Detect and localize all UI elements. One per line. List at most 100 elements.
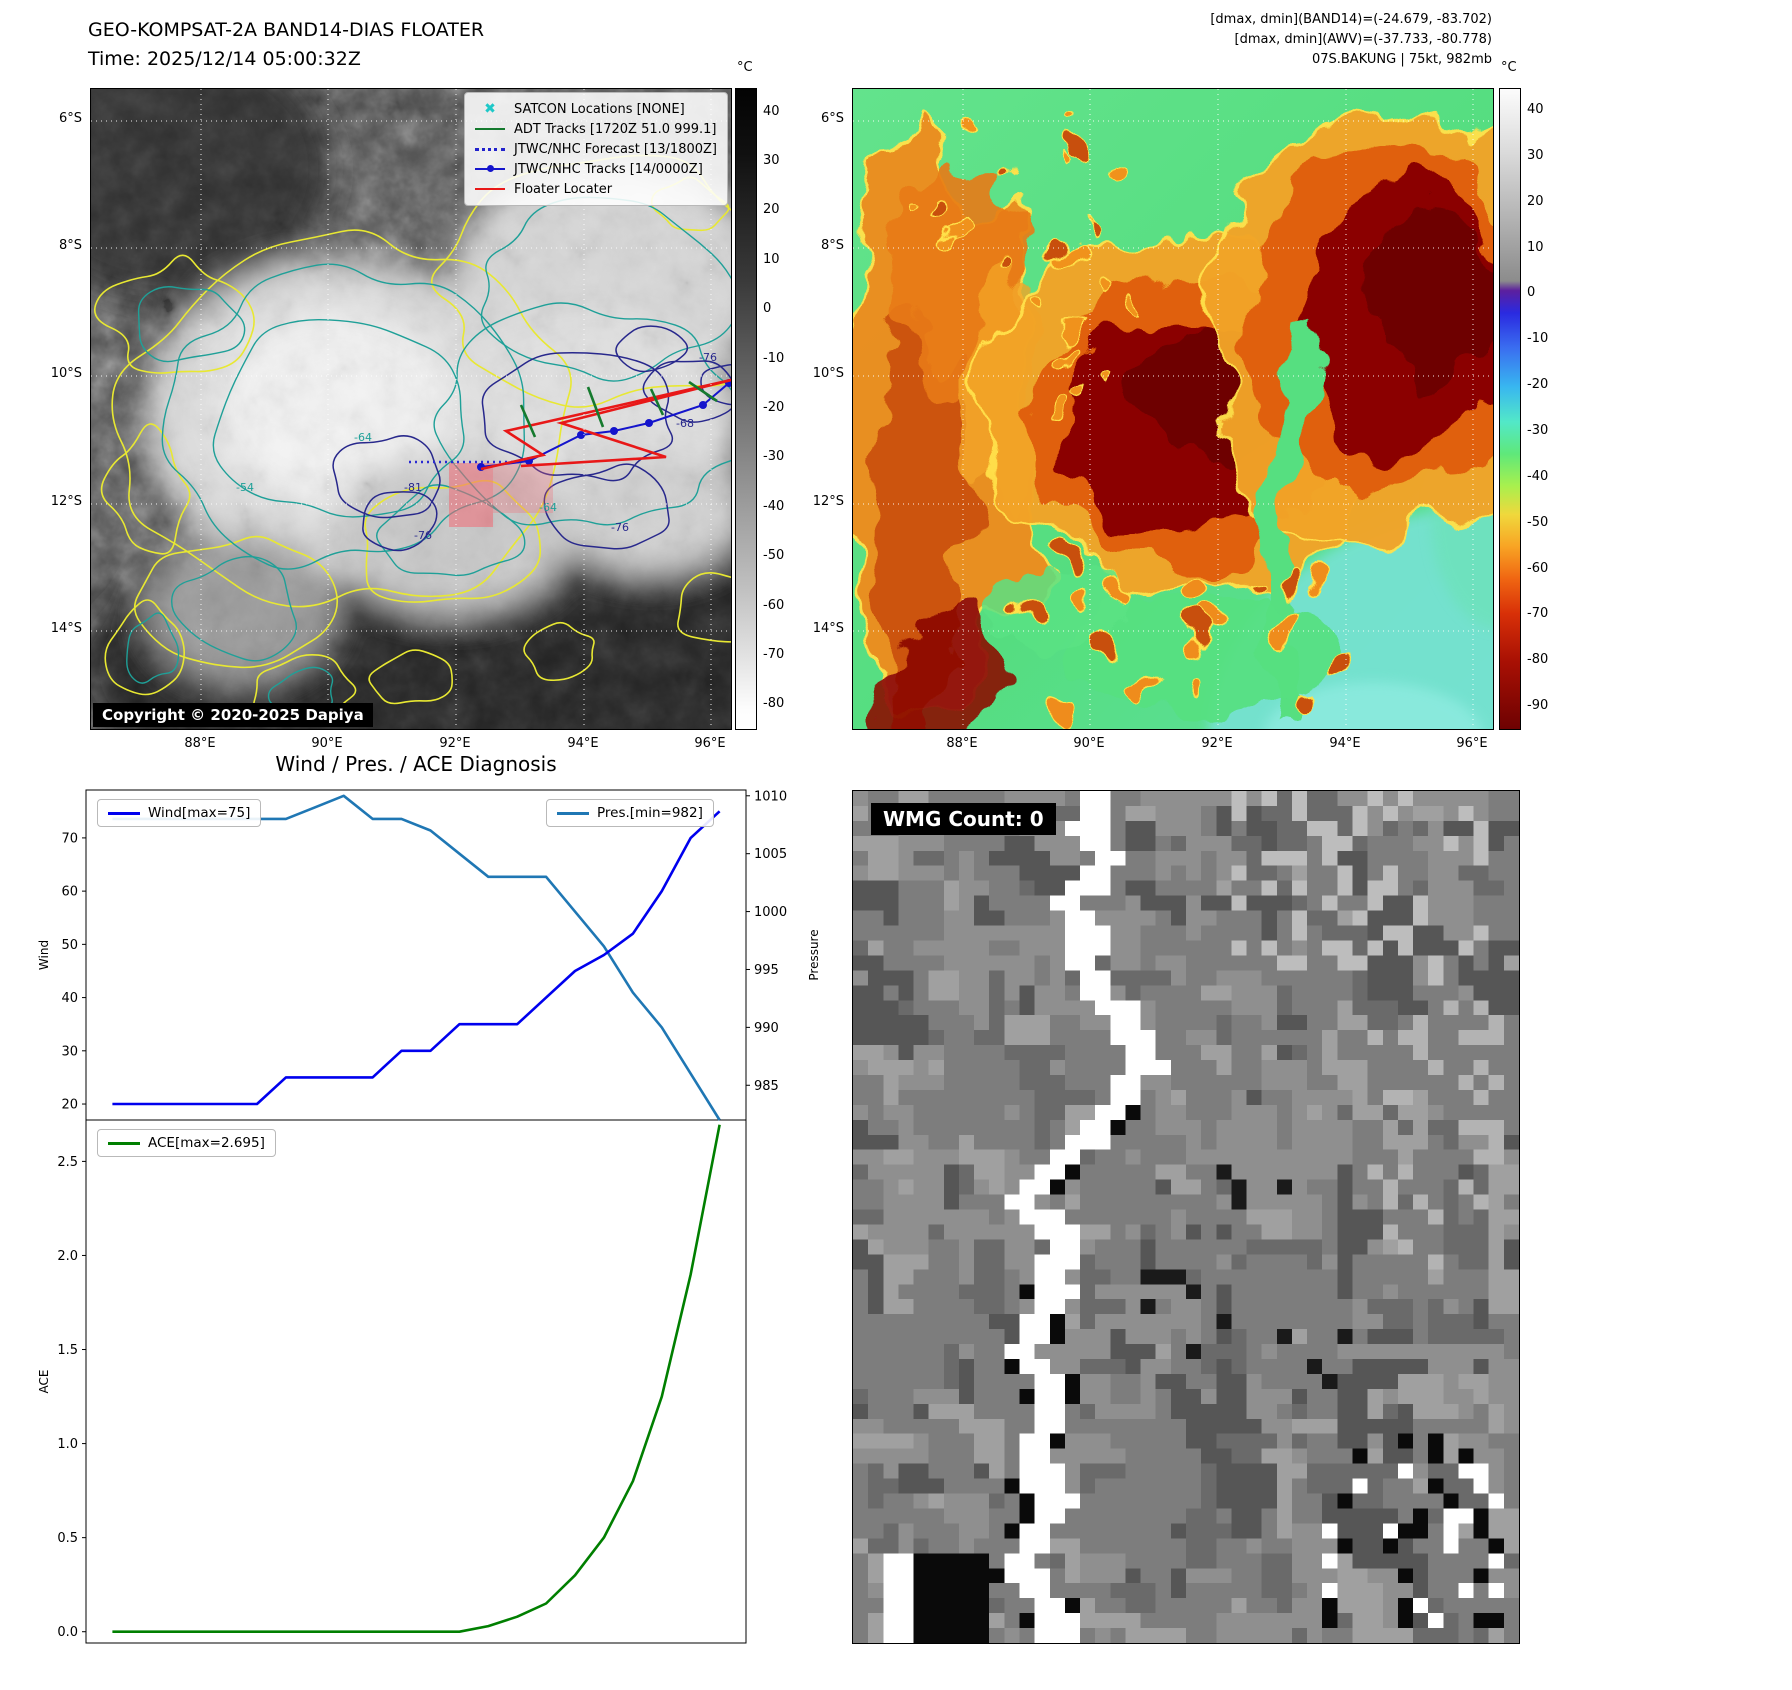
svg-text:1000: 1000 xyxy=(754,905,787,920)
svg-text:-76: -76 xyxy=(414,529,432,542)
svg-text:1.0: 1.0 xyxy=(57,1437,78,1452)
awv-colorbar xyxy=(1499,88,1521,730)
latlon-grid xyxy=(853,89,1493,729)
svg-text:20: 20 xyxy=(61,1098,78,1113)
svg-text:-76: -76 xyxy=(611,521,629,534)
colorbar-tick-label: -40 xyxy=(1527,468,1549,484)
forecast-dotted-line-icon xyxy=(475,147,505,151)
svg-text:0.0: 0.0 xyxy=(57,1625,78,1640)
map-legend: ✖ SATCON Locations [NONE] ADT Tracks [17… xyxy=(464,92,728,206)
lat-tick-label: 10°S xyxy=(50,366,82,381)
svg-text:Wind: Wind xyxy=(37,940,51,970)
header-annotations: [dmax, dmin](BAND14)=(-24.679, -83.702) … xyxy=(1032,10,1492,70)
awv-colorbar-unit: °C xyxy=(1501,60,1517,75)
band14-colorbar-unit: °C xyxy=(737,60,753,75)
adt-track-line-icon xyxy=(475,128,505,130)
lat-tick-label: 10°S xyxy=(812,366,844,381)
colorbar-tick-label: -60 xyxy=(1527,560,1549,576)
colorbar-tick-label: -40 xyxy=(763,498,785,514)
legend-label: ADT Tracks [1720Z 51.0 999.1] xyxy=(514,121,717,137)
ace-legend: ACE[max=2.695] xyxy=(97,1129,276,1157)
colorbar-tick-label: 10 xyxy=(763,251,780,267)
timestamp: Time: 2025/12/14 05:00:32Z xyxy=(88,48,361,70)
dmax-dmin-awv-label: [dmax, dmin](AWV)=(-37.733, -80.778) xyxy=(1234,32,1492,47)
svg-text:60: 60 xyxy=(61,885,78,900)
lat-tick-label: 14°S xyxy=(50,621,82,636)
wind-legend-label: Wind[max=75] xyxy=(148,805,251,821)
lon-tick-label: 94°E xyxy=(1329,736,1361,751)
colorbar-tick-label: -20 xyxy=(1527,377,1549,393)
svg-text:-54: -54 xyxy=(236,481,254,494)
awv-satellite-map xyxy=(852,88,1494,730)
diagnosis-charts: 70 60 50 40 30 20 1010 1005 1000 995 990 985 2.5 2.0 1… xyxy=(37,789,821,1644)
legend-label: JTWC/NHC Tracks [14/0000Z] xyxy=(514,161,703,177)
colorbar-tick-label: 20 xyxy=(1527,193,1544,209)
ace-legend-label: ACE[max=2.695] xyxy=(148,1135,265,1151)
contour-labels: -54 -64 -81 -76 -64 -76 -68 -76 xyxy=(236,351,717,542)
lon-tick-label: 96°E xyxy=(1456,736,1488,751)
colorbar-tick-label: -20 xyxy=(763,400,785,415)
wind-legend: Wind[max=75] xyxy=(97,799,262,827)
wmg-image xyxy=(853,791,1519,1643)
lat-tick-label: 6°S xyxy=(820,111,844,126)
lon-tick-label: 92°E xyxy=(1201,736,1233,751)
svg-text:985: 985 xyxy=(754,1079,779,1094)
svg-text:995: 995 xyxy=(754,963,779,978)
colorbar-tick-label: 30 xyxy=(763,153,780,169)
colorbar-tick-label: -50 xyxy=(763,548,785,564)
pressure-legend: Pres.[min=982] xyxy=(546,799,714,827)
legend-label: SATCON Locations [NONE] xyxy=(514,101,685,117)
colorbar-tick-label: -10 xyxy=(1527,331,1549,347)
colorbar-tick-label: 0 xyxy=(763,301,772,317)
copyright-label: Copyright © 2020-2025 Dapiya xyxy=(93,703,373,727)
legend-label: Floater Locater xyxy=(514,181,613,197)
satcon-marker-icon: ✖ xyxy=(484,101,496,117)
page-title: GEO-KOMPSAT-2A BAND14-DIAS FLOATER xyxy=(88,19,485,41)
band14-colorbar xyxy=(735,88,757,730)
colorbar-tick-label: 30 xyxy=(1527,147,1544,163)
lat-tick-label: 6°S xyxy=(58,111,82,126)
lat-tick-label: 8°S xyxy=(820,238,844,253)
wmg-panel: WMG Count: 0 xyxy=(852,790,1520,1644)
svg-text:50: 50 xyxy=(61,938,78,953)
storm-tracks xyxy=(409,378,731,527)
lat-tick-label: 8°S xyxy=(58,238,82,253)
colorbar-tick-label: -70 xyxy=(763,646,785,662)
wmg-count-label: WMG Count: 0 xyxy=(871,803,1056,835)
svg-text:40: 40 xyxy=(61,991,78,1006)
lon-tick-label: 88°E xyxy=(184,736,216,751)
wind-line-icon xyxy=(108,811,140,815)
colorbar-tick-label: -90 xyxy=(1527,698,1549,714)
colorbar-tick-label: -80 xyxy=(763,696,785,712)
legend-label: JTWC/NHC Forecast [13/1800Z] xyxy=(514,141,717,157)
svg-text:2.5: 2.5 xyxy=(57,1155,78,1170)
colorbar-tick-label: 0 xyxy=(1527,285,1536,301)
svg-text:30: 30 xyxy=(61,1044,78,1059)
colorbar-tick-label: 10 xyxy=(1527,239,1544,255)
colorbar-tick-label: -80 xyxy=(1527,652,1549,668)
lon-tick-label: 96°E xyxy=(694,736,726,751)
band14-satellite-map: -54 -64 -81 -76 -64 -76 -68 -76 ✖ SATCON Locati… xyxy=(90,88,732,730)
latlon-grid xyxy=(91,89,731,729)
track-line-dot-icon xyxy=(475,165,505,172)
pressure-legend-label: Pres.[min=982] xyxy=(597,805,703,821)
svg-text:1.5: 1.5 xyxy=(57,1343,78,1358)
svg-text:2.0: 2.0 xyxy=(57,1249,78,1264)
lon-tick-label: 90°E xyxy=(311,736,343,751)
colorbar-tick-label: -50 xyxy=(1527,514,1549,530)
legend-item-satcon: ✖ SATCON Locations [NONE] xyxy=(475,99,717,119)
svg-text:70: 70 xyxy=(61,831,78,846)
svg-text:-68: -68 xyxy=(676,417,694,430)
colorbar-tick-label: -30 xyxy=(1527,422,1549,438)
colorbar-tick-label: -30 xyxy=(763,449,785,465)
legend-item-forecast: JTWC/NHC Forecast [13/1800Z] xyxy=(475,139,717,159)
diagnosis-title: Wind / Pres. / ACE Diagnosis xyxy=(275,752,557,776)
pressure-line-icon xyxy=(557,811,589,815)
lon-tick-label: 94°E xyxy=(567,736,599,751)
floater-line-icon xyxy=(475,188,505,190)
svg-text:Pressure: Pressure xyxy=(807,929,821,980)
colorbar-tick-label: 40 xyxy=(763,103,780,119)
lon-tick-label: 92°E xyxy=(439,736,471,751)
lat-tick-label: 14°S xyxy=(812,621,844,636)
svg-text:-76: -76 xyxy=(699,351,717,364)
